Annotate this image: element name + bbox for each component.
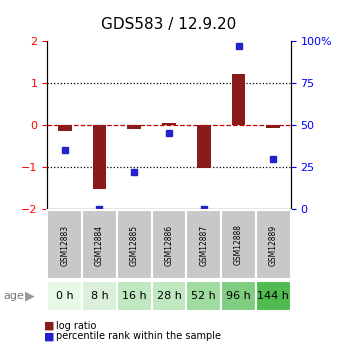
Text: GSM12888: GSM12888 <box>234 225 243 265</box>
Bar <box>232 74 245 125</box>
Bar <box>58 125 72 131</box>
Bar <box>152 210 186 279</box>
Text: log ratio: log ratio <box>56 321 96 331</box>
Bar <box>197 125 211 168</box>
Text: 0 h: 0 h <box>56 291 74 301</box>
Bar <box>47 281 82 310</box>
Bar <box>221 210 256 279</box>
Bar <box>47 210 82 279</box>
Text: GSM12886: GSM12886 <box>165 224 173 266</box>
Text: 52 h: 52 h <box>191 291 216 301</box>
Text: GDS583 / 12.9.20: GDS583 / 12.9.20 <box>101 17 237 32</box>
Text: GSM12889: GSM12889 <box>269 224 278 266</box>
Bar <box>93 125 106 189</box>
Bar <box>82 210 117 279</box>
Text: ■: ■ <box>44 332 54 341</box>
Bar <box>117 210 152 279</box>
Bar <box>117 281 152 310</box>
Text: GSM12884: GSM12884 <box>95 224 104 266</box>
Text: percentile rank within the sample: percentile rank within the sample <box>56 332 221 341</box>
Bar <box>152 281 186 310</box>
Bar <box>186 210 221 279</box>
Bar <box>162 123 176 125</box>
Text: GSM12883: GSM12883 <box>60 224 69 266</box>
Text: 144 h: 144 h <box>257 291 289 301</box>
Bar <box>256 210 291 279</box>
Bar <box>82 281 117 310</box>
Text: 96 h: 96 h <box>226 291 251 301</box>
Text: 28 h: 28 h <box>156 291 182 301</box>
Bar <box>256 281 291 310</box>
Bar <box>127 125 141 129</box>
Text: 8 h: 8 h <box>91 291 108 301</box>
Text: GSM12887: GSM12887 <box>199 224 208 266</box>
Bar <box>186 281 221 310</box>
Text: GSM12885: GSM12885 <box>130 224 139 266</box>
Text: ■: ■ <box>44 321 54 331</box>
Bar <box>266 125 280 128</box>
Bar <box>221 281 256 310</box>
Text: 16 h: 16 h <box>122 291 147 301</box>
Text: ▶: ▶ <box>25 289 35 302</box>
Text: age: age <box>3 291 24 301</box>
